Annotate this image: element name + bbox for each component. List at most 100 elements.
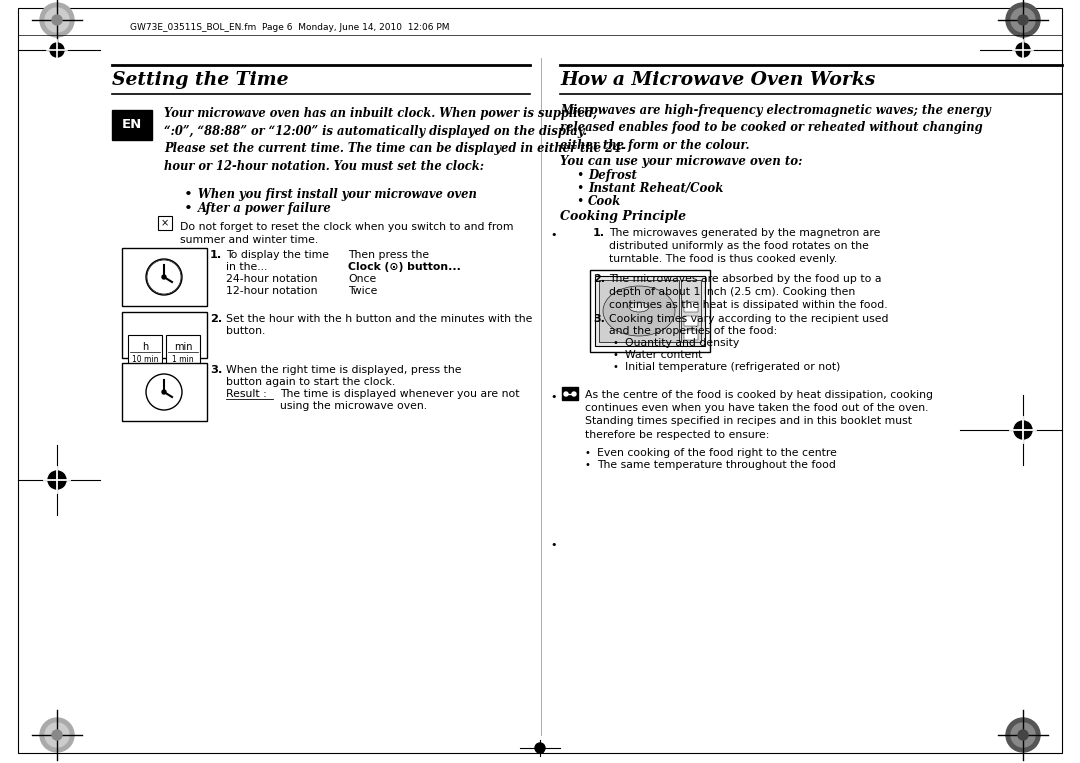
Text: Cook: Cook: [588, 195, 621, 208]
Text: 3.: 3.: [210, 365, 222, 375]
Text: •: •: [585, 460, 591, 470]
Circle shape: [1018, 15, 1028, 25]
Text: Clock (⊙) button...: Clock (⊙) button...: [348, 262, 461, 272]
Text: Initial temperature (refrigerated or not): Initial temperature (refrigerated or not…: [625, 362, 840, 372]
Text: 2.: 2.: [210, 314, 222, 324]
Text: and the properties of the food:: and the properties of the food:: [609, 326, 778, 336]
Text: How a Microwave Oven Works: How a Microwave Oven Works: [561, 71, 875, 89]
Text: 24-hour notation: 24-hour notation: [226, 274, 318, 284]
Text: Twice: Twice: [348, 286, 377, 296]
Text: 10 min: 10 min: [132, 355, 159, 363]
Text: The microwaves are absorbed by the food up to a
depth of about 1 inch (2.5 cm). : The microwaves are absorbed by the food …: [609, 274, 888, 311]
Text: GW73E_03511S_BOL_EN.fm  Page 6  Monday, June 14, 2010  12:06 PM: GW73E_03511S_BOL_EN.fm Page 6 Monday, Ju…: [130, 22, 449, 31]
Text: The same temperature throughout the food: The same temperature throughout the food: [597, 460, 836, 470]
Circle shape: [146, 259, 183, 295]
Text: using the microwave oven.: using the microwave oven.: [280, 401, 427, 411]
Text: •: •: [576, 169, 583, 182]
FancyBboxPatch shape: [122, 312, 207, 358]
Text: Cooking Principle: Cooking Principle: [561, 210, 686, 223]
Circle shape: [1005, 3, 1040, 37]
FancyBboxPatch shape: [112, 110, 152, 140]
Text: Set the hour with the h button and the minutes with the: Set the hour with the h button and the m…: [226, 314, 536, 324]
Text: 6: 6: [536, 743, 544, 756]
Text: Microwaves are high-frequency electromagnetic waves; the energy
released enables: Microwaves are high-frequency electromag…: [561, 104, 990, 152]
Text: in the...: in the...: [226, 262, 268, 272]
Text: ×: ×: [161, 218, 170, 228]
Text: Setting the Time: Setting the Time: [112, 71, 288, 89]
FancyBboxPatch shape: [166, 335, 200, 365]
Text: 3.: 3.: [593, 314, 605, 324]
Text: After a power failure: After a power failure: [198, 202, 332, 215]
FancyBboxPatch shape: [590, 270, 710, 352]
Text: EN: EN: [122, 118, 143, 131]
Text: 1 min: 1 min: [172, 355, 193, 363]
Text: •: •: [613, 338, 619, 348]
FancyBboxPatch shape: [684, 316, 698, 326]
Text: Once: Once: [348, 274, 376, 284]
FancyBboxPatch shape: [681, 280, 701, 342]
Text: Defrost: Defrost: [588, 169, 637, 182]
Circle shape: [162, 390, 166, 394]
Text: •: •: [184, 188, 193, 202]
Text: h: h: [141, 342, 148, 352]
Text: •: •: [184, 202, 193, 216]
Text: 1.: 1.: [593, 228, 605, 238]
Text: •: •: [613, 350, 619, 360]
Circle shape: [52, 730, 62, 740]
Text: •: •: [576, 182, 583, 195]
Circle shape: [1005, 718, 1040, 752]
Text: Instant Reheat/Cook: Instant Reheat/Cook: [588, 182, 724, 195]
Circle shape: [52, 15, 62, 25]
Circle shape: [1011, 8, 1035, 32]
Text: When you first install your microwave oven: When you first install your microwave ov…: [198, 188, 477, 201]
Text: Water content: Water content: [625, 350, 702, 360]
Circle shape: [162, 275, 166, 279]
FancyBboxPatch shape: [122, 363, 207, 421]
Text: •: •: [550, 230, 556, 240]
Text: The time is displayed whenever you are not: The time is displayed whenever you are n…: [280, 389, 519, 399]
Text: •: •: [550, 540, 556, 550]
Text: Do not forget to reset the clock when you switch to and from
summer and winter t: Do not forget to reset the clock when yo…: [180, 222, 513, 245]
Text: button.: button.: [226, 326, 266, 336]
Circle shape: [40, 718, 75, 752]
Text: 1.: 1.: [210, 250, 222, 260]
FancyBboxPatch shape: [158, 216, 172, 230]
Circle shape: [535, 743, 545, 753]
Ellipse shape: [603, 286, 675, 336]
Text: As the centre of the food is cooked by heat dissipation, cooking
continues even : As the centre of the food is cooked by h…: [585, 390, 933, 439]
Circle shape: [1011, 723, 1035, 747]
FancyBboxPatch shape: [129, 335, 162, 365]
Text: To display the time: To display the time: [226, 250, 329, 260]
Circle shape: [572, 392, 576, 396]
FancyBboxPatch shape: [684, 302, 698, 312]
FancyBboxPatch shape: [684, 330, 698, 340]
Ellipse shape: [629, 302, 649, 312]
Circle shape: [1018, 730, 1028, 740]
Text: The microwaves generated by the magnetron are
distributed uniformly as the food : The microwaves generated by the magnetro…: [609, 228, 880, 265]
Text: You can use your microwave oven to:: You can use your microwave oven to:: [561, 155, 802, 168]
FancyBboxPatch shape: [562, 387, 578, 400]
Circle shape: [45, 723, 69, 747]
FancyBboxPatch shape: [599, 280, 679, 342]
FancyBboxPatch shape: [122, 248, 207, 306]
Text: 12-hour notation: 12-hour notation: [226, 286, 318, 296]
Text: Cooking times vary according to the recipient used: Cooking times vary according to the reci…: [609, 314, 889, 324]
Text: •: •: [613, 362, 619, 372]
Text: button again to start the clock.: button again to start the clock.: [226, 377, 395, 387]
Circle shape: [45, 8, 69, 32]
Circle shape: [564, 392, 568, 396]
Circle shape: [50, 43, 64, 57]
Circle shape: [40, 3, 75, 37]
Circle shape: [1016, 43, 1030, 57]
Circle shape: [147, 260, 181, 294]
Text: Quantity and density: Quantity and density: [625, 338, 739, 348]
Circle shape: [1014, 421, 1032, 439]
Text: min: min: [174, 342, 192, 352]
Text: 2.: 2.: [593, 274, 605, 284]
Text: Then press the: Then press the: [348, 250, 429, 260]
Text: Even cooking of the food right to the centre: Even cooking of the food right to the ce…: [597, 448, 837, 458]
Text: •: •: [576, 195, 583, 208]
Text: •: •: [550, 392, 556, 402]
Text: Your microwave oven has an inbuilt clock. When power is supplied,
“:0”, “88:88” : Your microwave oven has an inbuilt clock…: [164, 107, 626, 172]
Circle shape: [146, 374, 183, 410]
